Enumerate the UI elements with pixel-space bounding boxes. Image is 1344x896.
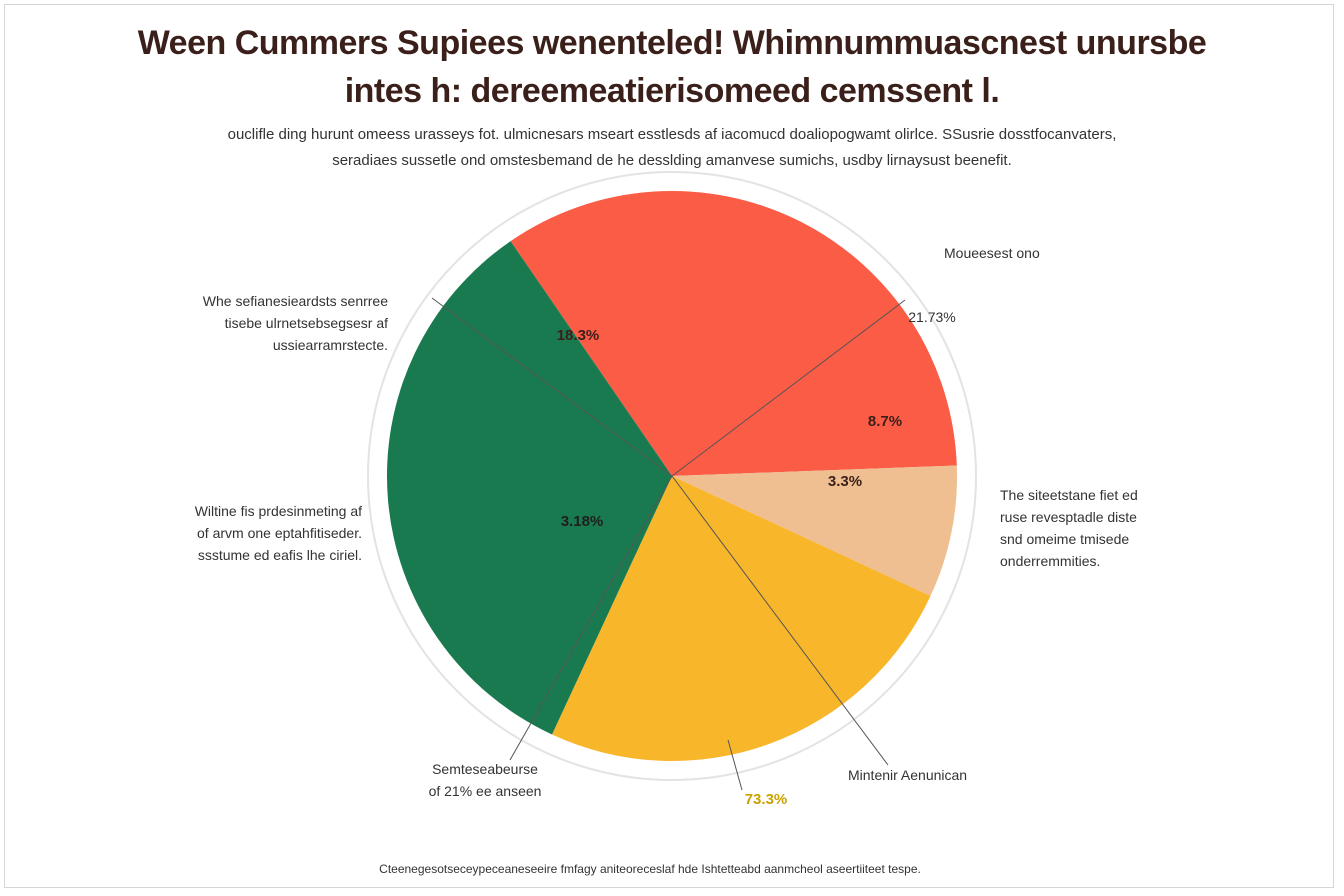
annotation-bottom-left: Semteseabeurse of 21% ee anseen — [410, 758, 560, 802]
slice-label-green: 3.18% — [561, 513, 604, 530]
pie-slice-red — [510, 190, 957, 476]
chart-title-line-2: intes h: dereemeatierisomeed cemssent l. — [344, 72, 1000, 110]
chart-footer-note: Cteenegesotseceypeceaneseeire fmfagy ani… — [379, 862, 921, 876]
annotation-left-top-line-1: Whe sefianesieardsts senrree — [202, 293, 388, 309]
slice-label-peach: 8.7% — [868, 413, 902, 430]
slice-label-yellow: 3.3% — [828, 473, 862, 490]
annotation-right-mid-line-3: snd omeime tmisede — [1000, 531, 1130, 547]
pie-slice-peach — [672, 465, 958, 596]
leader-line-bottom-value — [727, 739, 743, 791]
leader-line-bottom-left — [509, 475, 673, 761]
annotation-bottom-left-line-1: Semteseabeurse — [432, 761, 538, 777]
annotation-bottom-right: Mintenir Aenunican — [848, 767, 968, 783]
annotation-left-top-line-2: tisebe ulrnetsebsegsesr af — [224, 315, 388, 331]
leader-line-top-right — [671, 299, 906, 477]
bottom-value-label: 73.3% — [745, 791, 788, 808]
annotation-left-mid: Wiltine fis prdesinmeting af of arvm one… — [195, 500, 362, 566]
annotation-bottom-left-line-2: of 21% ee anseen — [428, 783, 542, 799]
chart-subtitle-line-1: ouclifle ding hurunt omeess urasseys fot… — [227, 126, 1117, 143]
annotation-left-mid-line-1: Wiltine fis prdesinmeting af — [194, 503, 362, 519]
pie-outer-ring — [367, 171, 977, 781]
annotation-right-mid-line-1: The siteetstane fiet ed — [1000, 487, 1138, 503]
annotation-left-top-line-3: ussiearramrstecte. — [272, 337, 388, 353]
chart-title-line-1: Ween Cummers Supiees wenenteled! Whimnum… — [137, 24, 1207, 62]
annotation-top-right: Moueesest ono — [944, 245, 1040, 261]
pie-slice-green — [386, 241, 672, 735]
chart-subtitle-line-2: seradiaes sussetle ond omstesbemand de h… — [332, 152, 1012, 169]
slice-label-red: 18.3% — [557, 327, 600, 344]
pie-slices — [386, 190, 958, 762]
annotation-right-mid-line-4: onderremmities. — [1000, 553, 1101, 569]
annotation-left-mid-line-2: of arvm one eptahfitiseder. — [197, 525, 362, 541]
annotation-left-mid-line-3: ssstume ed eafis lhe ciriel. — [197, 547, 362, 563]
leader-line-left-top — [431, 297, 673, 477]
leader-line-bottom-right — [671, 475, 889, 766]
annotation-right-mid-line-2: ruse revesptadle diste — [1000, 509, 1137, 525]
top-right-value-label: 21.73% — [908, 309, 955, 325]
pie-slice-yellow — [552, 476, 931, 762]
annotation-left-top: Whe sefianesieardsts senrree tisebe ulrn… — [203, 290, 388, 356]
annotation-right-mid: The siteetstane fiet ed ruse revesptadle… — [1000, 484, 1138, 572]
leader-lines — [431, 297, 906, 791]
